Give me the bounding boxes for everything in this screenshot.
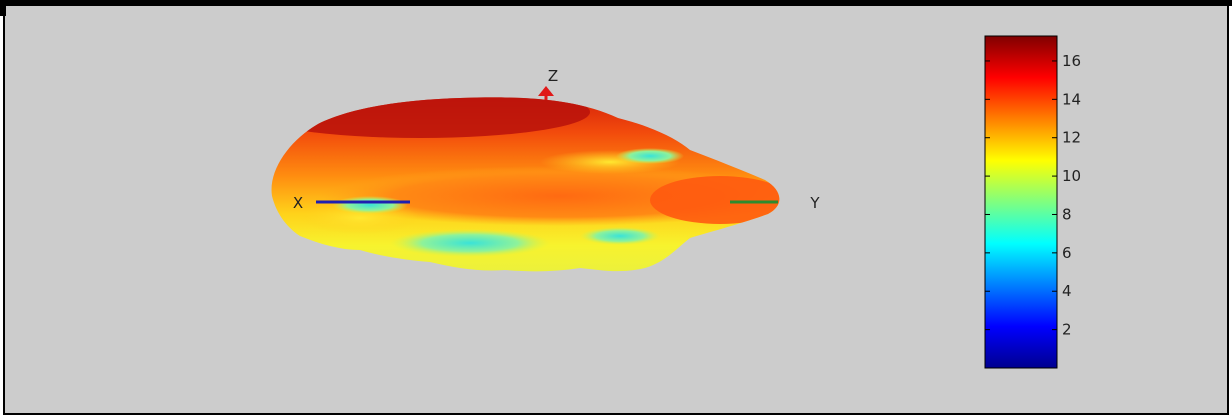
surface-cyan-patch-lower-right — [580, 227, 660, 245]
x-axis-label: X — [293, 194, 303, 212]
top-border — [0, 0, 1232, 6]
z-axis-label: Z — [548, 67, 558, 85]
colorbar-tick-label: 14 — [1062, 90, 1081, 108]
z-axis-arrowhead — [538, 86, 554, 96]
surface-cyan-patch-bottom — [390, 229, 550, 257]
colorbar-tick-label: 6 — [1062, 244, 1072, 262]
colorbar-ticks: 2 4 6 8 10 12 14 16 — [985, 52, 1081, 339]
colorbar: 2 4 6 8 10 12 14 16 — [984, 35, 1081, 369]
colorbar-tick-label: 10 — [1062, 167, 1081, 185]
colorbar-gradient — [984, 35, 1058, 369]
left-border — [0, 0, 6, 16]
colorbar-tick-label: 4 — [1062, 282, 1072, 300]
colorbar-tick-label: 16 — [1062, 52, 1081, 70]
surface-cyan-patch-left — [332, 196, 408, 214]
colorbar-tick-label: 2 — [1062, 321, 1072, 339]
surface-cyan-patch-top — [616, 148, 684, 164]
surface-right-lobe-orange — [650, 176, 780, 224]
pattern-surface — [271, 97, 780, 272]
axes-3d: X Y Z — [293, 67, 821, 212]
colorbar-tick-label: 12 — [1062, 129, 1081, 147]
y-axis-label: Y — [809, 194, 820, 212]
colorbar-tick-label: 8 — [1062, 205, 1072, 223]
